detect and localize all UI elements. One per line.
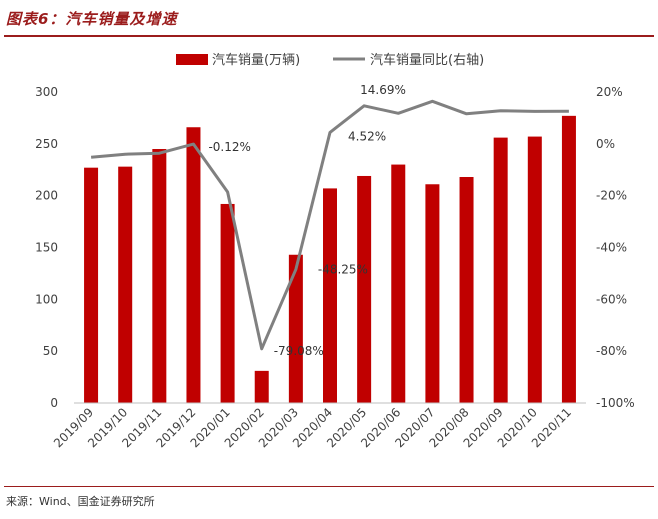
bar (220, 203, 235, 403)
bar (323, 188, 337, 403)
bar (391, 164, 406, 403)
data-label: 4.52% (348, 129, 386, 143)
bar (459, 177, 474, 403)
y-left-tick-label: 300 (35, 85, 58, 99)
chart-title: 图表6：汽车销量及增速 (6, 10, 178, 28)
legend-bar-label: 汽车销量(万辆) (212, 52, 300, 68)
y-right-tick-label: 20% (596, 85, 623, 99)
bar (357, 175, 372, 403)
y-right-tick-label: -40% (596, 241, 627, 255)
y-left-tick-label: 100 (35, 292, 58, 306)
series-line (90, 99, 569, 351)
y-right-tick-label: -20% (596, 189, 627, 203)
data-label: -48.25% (318, 262, 368, 276)
data-label: -79.08% (274, 344, 324, 358)
data-label: 14.69% (360, 83, 406, 97)
bar (84, 167, 99, 403)
bar (118, 166, 133, 403)
bar (152, 149, 167, 403)
header: 图表6：汽车销量及增速 (0, 0, 658, 37)
bar (493, 137, 508, 403)
y-left-tick-label: 150 (35, 241, 58, 255)
y-right-tick-label: 0% (596, 137, 615, 151)
y-right-tick-label: -100% (596, 396, 635, 410)
chart-svg: 汽车销量(万辆) 汽车销量同比(右轴) 0 50 100 150 200 250 300 -100… (35, 52, 635, 450)
legend-bar-swatch (176, 54, 208, 65)
y-left-tick-label: 0 (50, 396, 58, 410)
title-divider (4, 35, 654, 37)
legend-line-label: 汽车销量同比(右轴) (370, 52, 484, 68)
bar (527, 136, 542, 403)
y-left-tick-label: 200 (35, 189, 58, 203)
y-left-tick-label: 250 (35, 137, 58, 151)
data-label: -0.12% (208, 140, 250, 154)
bar (425, 184, 440, 403)
y-right-tick-label: -60% (596, 292, 627, 306)
bar (186, 127, 201, 403)
bar (561, 115, 576, 404)
source-note: 来源：Wind、国金证券研究所 (6, 495, 155, 508)
y-left-tick-label: 50 (43, 344, 58, 358)
y-right-tick-label: -80% (596, 344, 627, 358)
bar (254, 370, 269, 403)
bar (288, 254, 303, 403)
source-divider (4, 486, 654, 487)
